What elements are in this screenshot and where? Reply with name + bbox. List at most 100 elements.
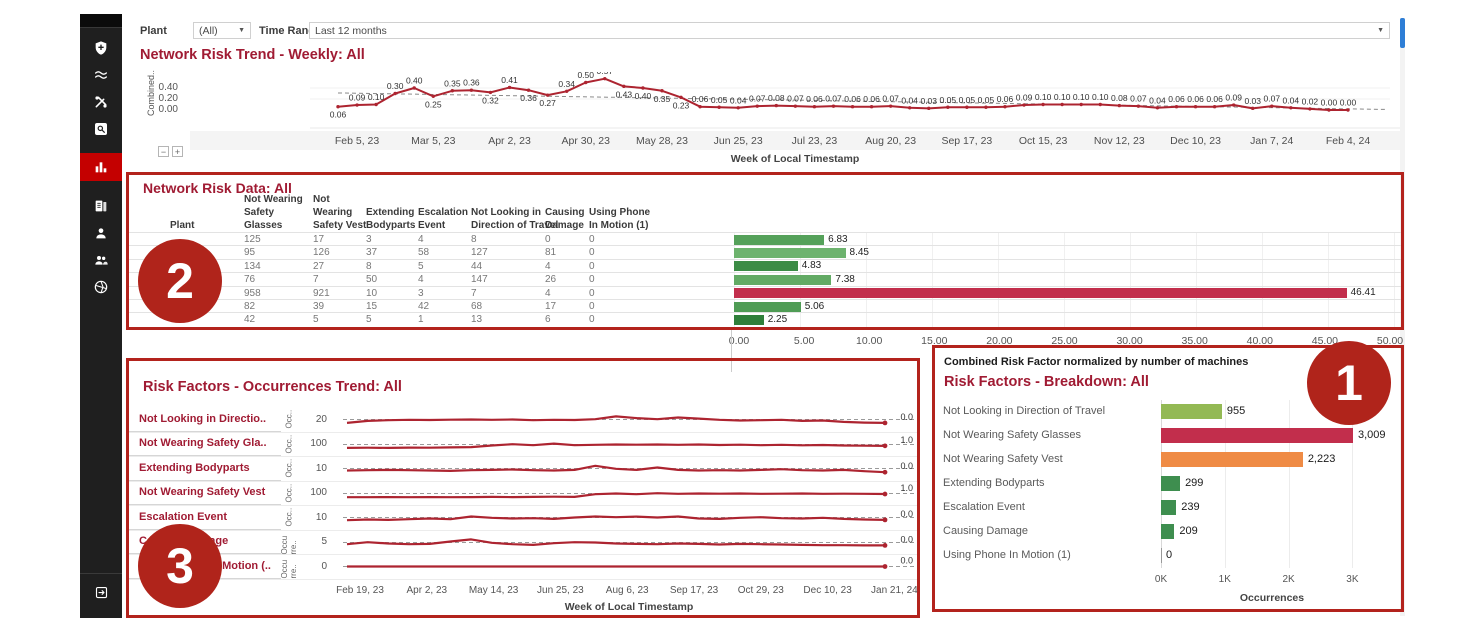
svg-text:0.0: 0.0	[900, 534, 913, 544]
svg-text:0.07: 0.07	[825, 94, 842, 104]
bar-chart-icon	[95, 162, 107, 173]
sidebar-item-aperture[interactable]	[80, 273, 122, 300]
occurrence-sparkline[interactable]: 0.0	[343, 407, 915, 431]
breakdown-row-label: Not Looking in Direction of Travel	[943, 405, 1106, 417]
chevron-down-icon: ▼	[1377, 27, 1384, 34]
occurrences-x-tick: Jan 21, 24	[871, 585, 918, 596]
zoom-in-button[interactable]: +	[172, 146, 183, 157]
svg-text:0.07: 0.07	[1264, 94, 1281, 104]
occurrence-row-label[interactable]: Not Wearing Safety Gla..	[129, 432, 281, 456]
table-cell: 50	[366, 274, 378, 286]
breakdown-bar[interactable]	[1161, 500, 1177, 515]
risk-bar[interactable]	[734, 288, 1347, 299]
table-cell: 17	[545, 301, 557, 312]
table-cell: 0	[589, 301, 595, 312]
column-header: Causing Damage	[545, 207, 585, 231]
occurrence-row-label[interactable]: Not Wearing Safety Vest	[129, 481, 281, 505]
scrollbar-thumb[interactable]	[1400, 18, 1405, 48]
occurrence-row: Not Wearing Safety Gla.. Occ.. 100 1.0	[129, 432, 917, 457]
sidebar-item-shield-plus[interactable]	[80, 34, 122, 61]
trend-line-chart[interactable]: 0.060.09 0.100.300.400.250.35 0.360.320.41…	[190, 72, 1400, 131]
occurrence-row-label[interactable]: Escalation Event	[129, 505, 281, 530]
table-cell: 7	[313, 274, 319, 286]
column-header: Not Wearing Safety Glasses	[244, 194, 303, 231]
occurrence-sparkline[interactable]: 1.0	[343, 432, 915, 456]
breakdown-bar[interactable]	[1161, 404, 1222, 419]
occurrence-sparkline[interactable]: 1.0	[343, 481, 915, 505]
occurrence-row-label[interactable]: Extending Bodyparts	[129, 456, 281, 481]
breakdown-x-tick: 1K	[1218, 574, 1231, 585]
breakdown-row: Not Looking in Direction of Travel 955	[935, 400, 1399, 424]
bar-axis-tick: 25.00	[1051, 335, 1078, 347]
trend-x-tick: Jun 25, 23	[713, 135, 763, 147]
risk-bar[interactable]	[734, 247, 846, 258]
occurrence-sparkline[interactable]: 0.0	[343, 505, 915, 529]
table-cell: 127	[471, 247, 488, 259]
trend-x-tick: Apr 2, 23	[488, 135, 531, 147]
breakdown-title: Risk Factors - Breakdown: All	[944, 374, 1149, 390]
table-cell: 0	[589, 260, 595, 272]
svg-text:0.05: 0.05	[978, 95, 995, 105]
occurrence-sparkline[interactable]: 0.0	[343, 456, 915, 480]
svg-text:0.00: 0.00	[1321, 98, 1338, 108]
sidebar-item-bar-chart[interactable]	[80, 153, 122, 181]
risk-bar[interactable]	[734, 274, 832, 285]
plant-filter-label: Plant	[140, 25, 167, 37]
risk-bar[interactable]	[734, 301, 801, 312]
breakdown-x-ticks: 0K 1K 2K 3K	[935, 574, 1399, 586]
risk-bar-value: 2.25	[767, 313, 788, 325]
table-row: 134 27 8 5 44 4 0 4.83	[129, 258, 1401, 273]
occurrence-sparkline[interactable]: 0.0	[343, 530, 915, 554]
occurrence-row-label[interactable]: Not Looking in Directio..	[129, 407, 281, 432]
time-range-filter-select[interactable]: Last 12 months ▼	[309, 22, 1390, 39]
svg-text:0.06: 0.06	[863, 94, 880, 104]
occurrence-sparkline[interactable]: 0.0	[343, 554, 915, 578]
sidebar-item-waves[interactable]	[80, 61, 122, 88]
risk-bar[interactable]	[734, 261, 798, 272]
column-header: Not Wearing Safety Vest	[313, 194, 367, 231]
svg-text:0.07: 0.07	[1130, 94, 1147, 104]
table-cell: 958	[244, 287, 261, 299]
breakdown-bar-zero[interactable]	[1161, 548, 1162, 563]
breakdown-bar[interactable]	[1161, 452, 1303, 467]
sidebar-item-tools[interactable]	[80, 88, 122, 115]
table-cell: 125	[244, 234, 261, 245]
zoom-out-button[interactable]: −	[158, 146, 169, 157]
occurrence-row-y-tick: 10	[315, 462, 327, 474]
svg-text:0.36: 0.36	[463, 78, 480, 88]
breakdown-bar[interactable]	[1161, 476, 1181, 491]
sidebar-item-search[interactable]	[80, 115, 122, 142]
plant-filter-select[interactable]: (All) ▼	[193, 22, 251, 39]
time-range-filter-value: Last 12 months	[315, 24, 387, 37]
gridline	[1196, 232, 1197, 327]
sidebar-item-users[interactable]	[80, 246, 122, 273]
occurrences-x-tick: Jun 25, 23	[537, 585, 584, 596]
occurrences-x-tick: Dec 10, 23	[803, 585, 852, 596]
occurrence-row: Extending Bodyparts Occ.. 10 0.0	[129, 456, 917, 482]
svg-text:0.03: 0.03	[920, 96, 937, 106]
trend-x-tick: Feb 5, 23	[334, 135, 380, 147]
occurrence-row: Escalation Event Occ.. 10 0.0	[129, 505, 917, 531]
sidebar-item-user[interactable]	[80, 219, 122, 246]
sidebar-item-report[interactable]	[80, 192, 122, 219]
risk-bar[interactable]	[734, 314, 764, 325]
breakdown-bar[interactable]	[1161, 524, 1175, 539]
occurrences-x-tick: Apr 2, 23	[406, 585, 448, 596]
trend-x-tick: Mar 5, 23	[411, 135, 456, 147]
table-cell: 44	[471, 260, 483, 272]
table-cell: 0	[589, 274, 595, 286]
breakdown-bar-value: 239	[1181, 501, 1200, 513]
table-cell: 6	[545, 314, 551, 326]
axis-zero-line	[731, 330, 732, 372]
table-cell: 4	[418, 274, 424, 286]
sidebar-item-exit[interactable]	[80, 573, 122, 610]
trend-x-tick: Jul 23, 23	[791, 135, 838, 147]
table-cell: 4	[545, 260, 551, 272]
risk-bar[interactable]	[734, 234, 825, 245]
breakdown-row: Escalation Event 239	[935, 496, 1399, 520]
breakdown-bar[interactable]	[1161, 428, 1353, 443]
occurrence-row: Using Phone In Motion (..Occu rre..00.0	[129, 554, 917, 580]
time-range-filter-label: Time Range	[259, 25, 322, 37]
bar-axis-tick: 35.00	[1181, 335, 1208, 347]
breakdown-row-label: Causing Damage	[943, 525, 1028, 537]
